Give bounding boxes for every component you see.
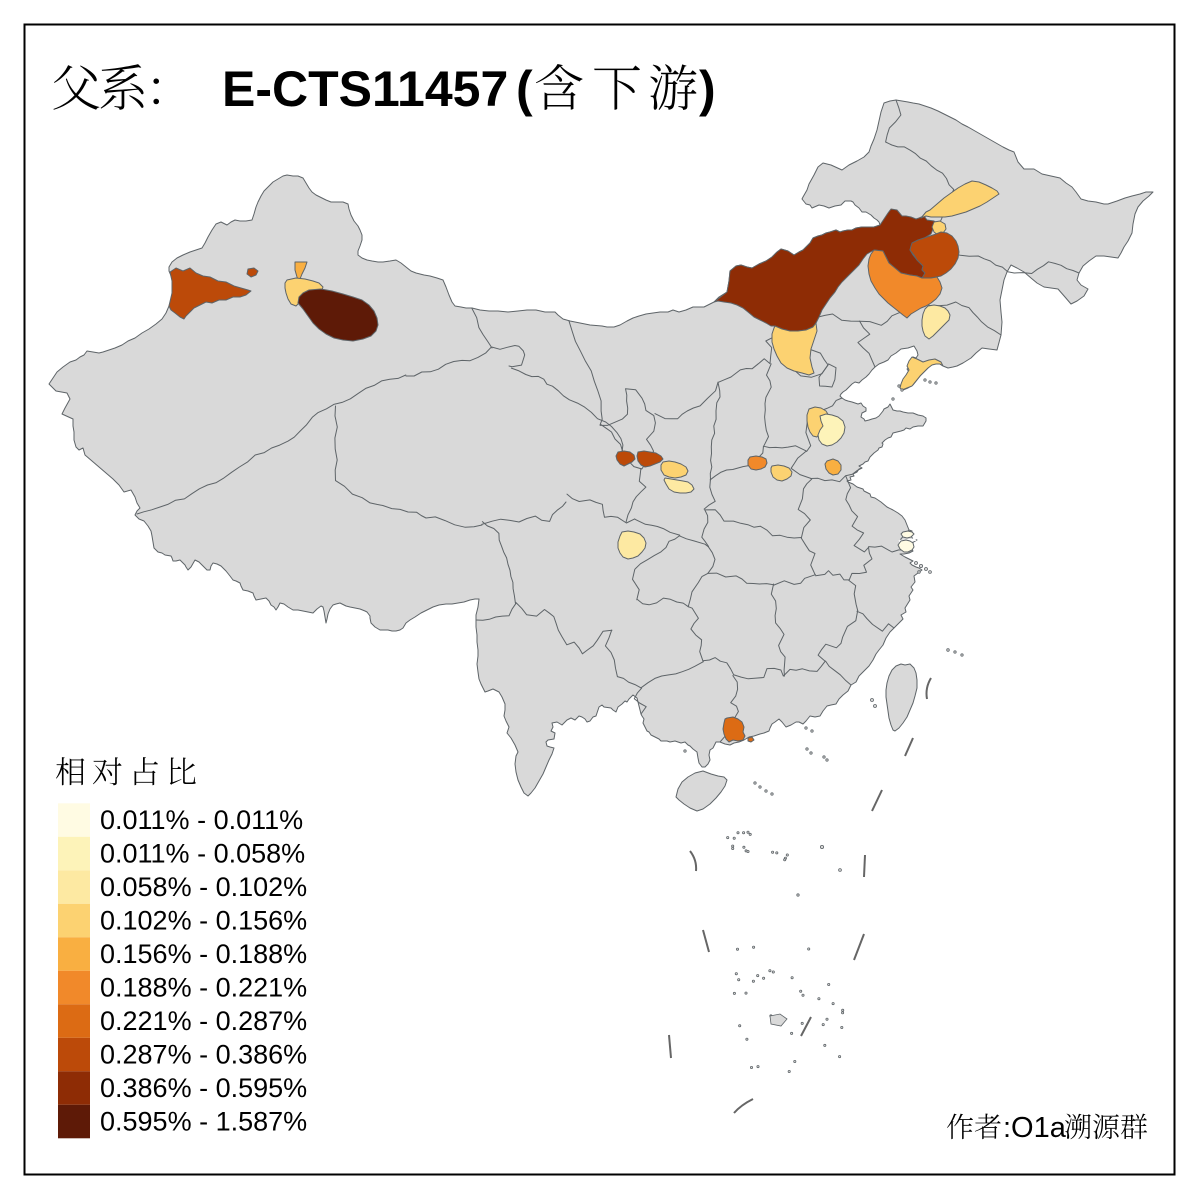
svg-text:0.221% - 0.287%: 0.221% - 0.287% bbox=[100, 1006, 307, 1036]
svg-text:): ) bbox=[699, 61, 716, 117]
svg-text:0.156% - 0.188%: 0.156% - 0.188% bbox=[100, 939, 307, 969]
svg-text:0.058% - 0.102%: 0.058% - 0.102% bbox=[100, 872, 307, 902]
svg-text:0.102% - 0.156%: 0.102% - 0.156% bbox=[100, 906, 307, 936]
svg-text:0.011% - 0.058%: 0.011% - 0.058% bbox=[100, 839, 305, 869]
svg-text:0.386% - 0.595%: 0.386% - 0.595% bbox=[100, 1073, 307, 1103]
svg-text:E-CTS11457: E-CTS11457 bbox=[222, 61, 508, 117]
svg-text:0.011% - 0.011%: 0.011% - 0.011% bbox=[100, 805, 303, 835]
svg-text:0.287% - 0.386%: 0.287% - 0.386% bbox=[100, 1040, 307, 1070]
svg-text:0.188% - 0.221%: 0.188% - 0.221% bbox=[100, 973, 307, 1003]
svg-text:0.595% - 1.587%: 0.595% - 1.587% bbox=[100, 1107, 307, 1137]
svg-text::O1a: :O1a bbox=[1003, 1112, 1067, 1144]
svg-text:(: ( bbox=[516, 61, 533, 117]
